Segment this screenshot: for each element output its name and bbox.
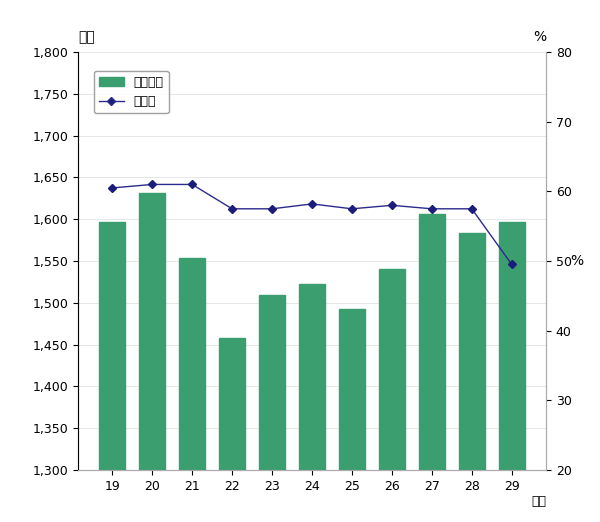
Bar (459, 233, 485, 522)
Bar (419, 214, 445, 522)
Bar (219, 338, 245, 522)
Bar (379, 268, 405, 522)
Bar (179, 258, 205, 522)
Bar (499, 222, 525, 522)
Bar (259, 295, 285, 522)
Bar (339, 310, 365, 522)
Text: %: % (533, 30, 546, 44)
Y-axis label: %: % (571, 254, 584, 268)
Bar (99, 222, 125, 522)
Text: 年度: 年度 (531, 495, 546, 508)
Bar (139, 193, 165, 522)
Bar (299, 283, 325, 522)
Legend: 自主財源, 構成比: 自主財源, 構成比 (94, 71, 169, 113)
Text: 億円: 億円 (78, 30, 95, 44)
